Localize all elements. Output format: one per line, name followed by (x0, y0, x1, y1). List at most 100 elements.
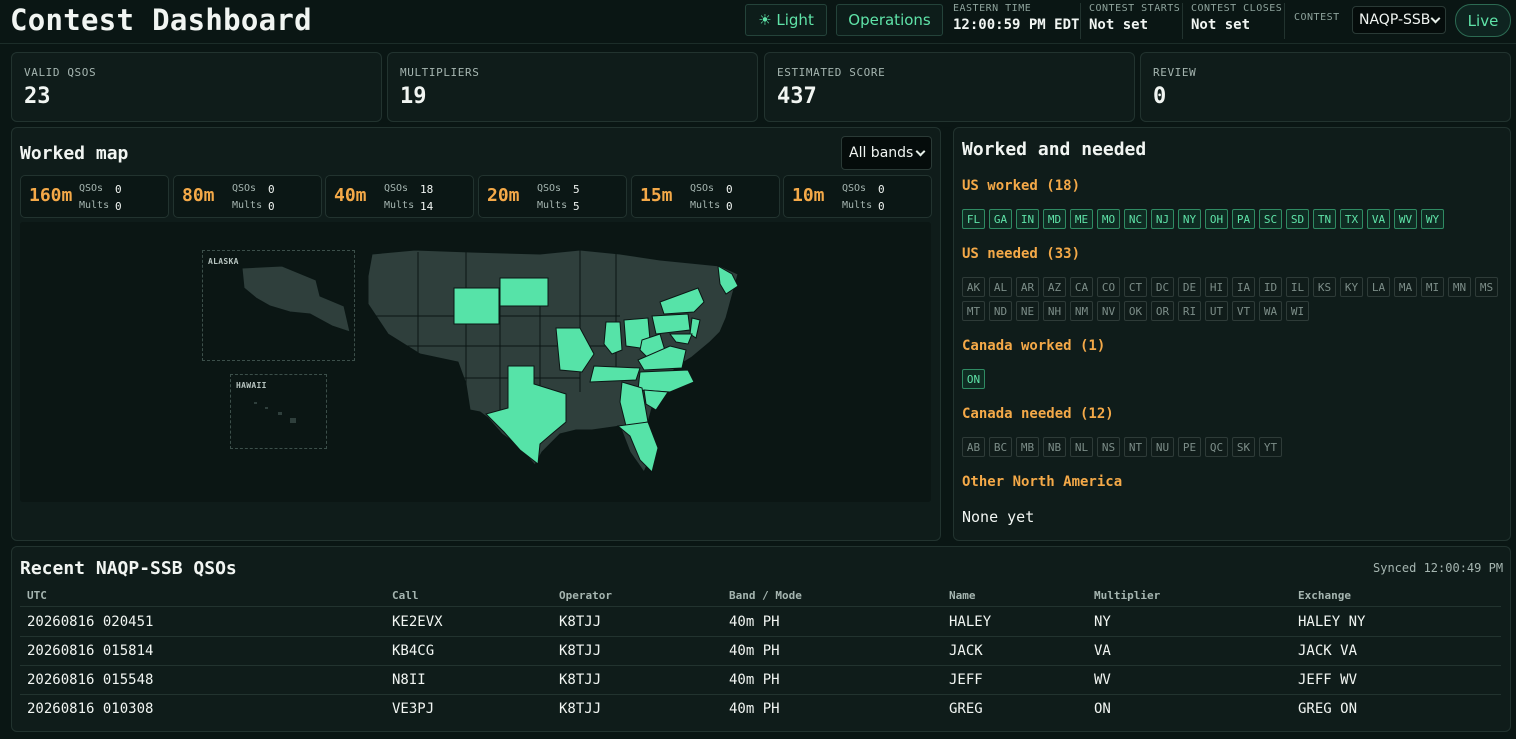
map-state-MO[interactable] (555, 327, 595, 373)
map-state-SD[interactable] (499, 277, 549, 307)
contest-starts: CONTEST STARTS Not set (1089, 3, 1180, 33)
recent-qsos-panel (11, 546, 1511, 732)
band-mults-value: 5 (573, 200, 580, 213)
worked-map-title: Worked map (20, 143, 129, 164)
map-state-TX[interactable] (485, 365, 567, 465)
canada-needed-heading: Canada needed (12) (962, 406, 1114, 422)
band-name: 20m (487, 185, 520, 206)
contest-closes-value: Not set (1191, 17, 1251, 33)
mults-label: Mults (537, 200, 568, 211)
canada-needed-chip-nt: NT (1124, 437, 1147, 457)
other-na-value: None yet (962, 508, 1035, 526)
us-needed-chip-dc: DC (1151, 277, 1174, 297)
map-state-ME[interactable] (717, 265, 739, 295)
stat-label: ESTIMATED SCORE (777, 66, 886, 79)
map-state-IN[interactable] (603, 321, 623, 355)
mults-label: Mults (384, 200, 415, 211)
table-cell: 40m PH (729, 701, 780, 717)
map-state-NJ[interactable] (689, 317, 701, 339)
table-cell: K8TJJ (559, 672, 602, 688)
table-cell: JEFF WV (1298, 672, 1358, 688)
band-mults-value: 14 (420, 200, 434, 213)
stat-value: 0 (1153, 84, 1167, 109)
us-worked-chip-wy: WY (1421, 209, 1444, 229)
qsos-label: QSOs (842, 183, 867, 194)
worked-needed-panel (953, 127, 1511, 541)
map-state-FL[interactable] (616, 421, 659, 473)
map-state-HI-2 (265, 407, 268, 409)
contest-closes-label: CONTEST CLOSES (1191, 3, 1283, 14)
us-needed-chip-vt: VT (1232, 301, 1255, 321)
stat-estimated-score: ESTIMATED SCORE 437 (764, 52, 1135, 122)
table-header-2: Operator (559, 589, 612, 602)
alaska-inset (202, 250, 355, 361)
contest-label: CONTEST (1294, 12, 1340, 23)
table-cell: KE2EVX (392, 614, 443, 630)
live-button[interactable]: Live (1455, 4, 1511, 37)
map-state-NY[interactable] (659, 287, 705, 315)
canada-worked-chip-on: ON (962, 369, 985, 389)
us-needed-chip-la: LA (1367, 277, 1390, 297)
table-cell: HALEY (949, 614, 992, 630)
band-qsos-value: 18 (420, 183, 434, 196)
band-card-10m[interactable]: 10m QSOs Mults 0 0 (783, 175, 932, 218)
table-cell: VA (1094, 643, 1111, 659)
us-worked-chip-md: MD (1043, 209, 1066, 229)
us-needed-chip-nh: NH (1043, 301, 1066, 321)
us-worked-chip-ga: GA (989, 209, 1012, 229)
us-worked-chip-me: ME (1070, 209, 1093, 229)
map-state-SC[interactable] (643, 389, 669, 411)
hawaii-inset (230, 374, 327, 449)
canada-needed-chip-yt: YT (1259, 437, 1282, 457)
map-state-AK[interactable] (241, 265, 351, 333)
contest-label-block: CONTEST (1294, 12, 1340, 23)
us-needed-chip-mi: MI (1421, 277, 1444, 297)
band-card-40m[interactable]: 40m QSOs Mults 18 14 (325, 175, 474, 218)
map-state-TN[interactable] (589, 365, 641, 383)
divider (1182, 3, 1183, 39)
map-state-WY[interactable] (453, 287, 500, 325)
stat-multipliers: MULTIPLIERS 19 (387, 52, 758, 122)
canada-needed-chip-bc: BC (989, 437, 1012, 457)
band-card-20m[interactable]: 20m QSOs Mults 5 5 (478, 175, 627, 218)
map-state-PA[interactable] (651, 313, 691, 335)
band-card-15m[interactable]: 15m QSOs Mults 0 0 (631, 175, 780, 218)
band-card-80m[interactable]: 80m QSOs Mults 0 0 (173, 175, 322, 218)
map-state-MD[interactable] (669, 333, 693, 345)
stat-value: 19 (400, 84, 427, 109)
us-needed-chip-ne: NE (1016, 301, 1039, 321)
map-state-NC[interactable] (637, 369, 695, 393)
table-cell: K8TJJ (559, 701, 602, 717)
us-needed-chip-id: ID (1259, 277, 1282, 297)
qsos-label: QSOs (232, 183, 257, 194)
canada-worked-heading: Canada worked (1) (962, 338, 1106, 354)
stat-value: 23 (24, 84, 51, 109)
contest-select[interactable]: NAQP-SSB (1352, 6, 1446, 34)
us-needed-chip-nm: NM (1070, 301, 1093, 321)
band-card-160m[interactable]: 160m QSOs Mults 0 0 (20, 175, 169, 218)
band-name: 40m (334, 185, 367, 206)
us-needed-chip-nv: NV (1097, 301, 1120, 321)
us-worked-chip-tx: TX (1340, 209, 1363, 229)
us-needed-chip-ma: MA (1394, 277, 1417, 297)
table-header-0: UTC (27, 589, 47, 602)
map-state-VA[interactable] (637, 345, 687, 371)
table-header-4: Name (949, 589, 976, 602)
mults-label: Mults (842, 200, 873, 211)
table-cell: JEFF (949, 672, 983, 688)
theme-toggle-button[interactable]: ☀ Light (745, 4, 827, 36)
table-cell: HALEY NY (1298, 614, 1366, 630)
eastern-time-label: EASTERN TIME (953, 3, 1032, 14)
hawaii-label: HAWAII (236, 381, 267, 390)
us-needed-chip-ct: CT (1124, 277, 1147, 297)
band-name: 160m (29, 185, 73, 206)
recent-qsos-title: Recent NAQP-SSB QSOs (20, 558, 237, 579)
operations-button[interactable]: Operations (836, 4, 943, 36)
band-filter-select[interactable]: All bands (841, 136, 932, 170)
top-bar: Contest Dashboard ☀ Light Operations EAS… (0, 0, 1516, 44)
qsos-label: QSOs (690, 183, 715, 194)
us-needed-chip-wa: WA (1259, 301, 1282, 321)
mults-label: Mults (690, 200, 721, 211)
table-header-5: Multiplier (1094, 589, 1161, 602)
table-cell: JACK VA (1298, 643, 1358, 659)
